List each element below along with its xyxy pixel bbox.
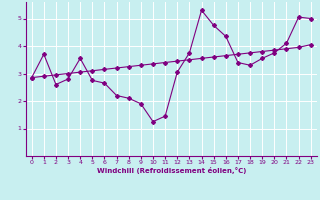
X-axis label: Windchill (Refroidissement éolien,°C): Windchill (Refroidissement éolien,°C) [97,167,246,174]
